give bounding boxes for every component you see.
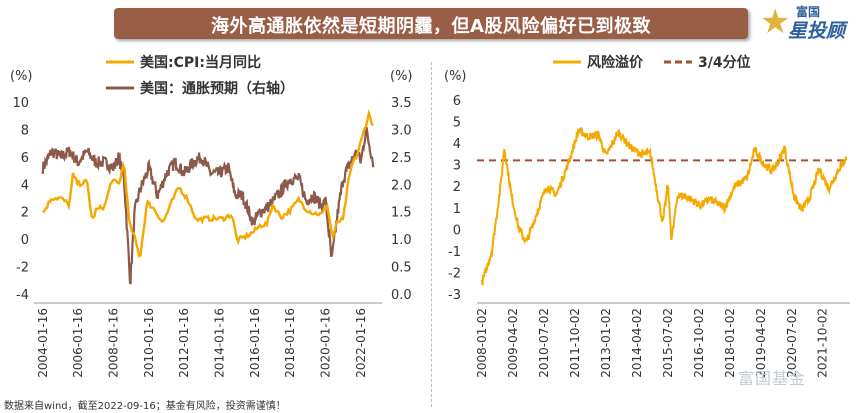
left-chart-xtick: 2020-01-16 <box>318 308 332 378</box>
chart-divider <box>431 62 432 407</box>
right-chart-ytick: -3 <box>448 288 461 303</box>
left-chart-series-inflation-expectation <box>41 127 375 285</box>
left-legend-expectation-label: 美国：通胀预期（右轴） <box>140 80 294 97</box>
right-chart-ytick: 4 <box>453 137 461 152</box>
star-icon: ★ <box>760 2 791 42</box>
right-chart-xtick: 2021-10-02 <box>816 308 830 378</box>
right-chart-xtick: 2010-07-02 <box>537 308 551 378</box>
watermark-text: 富国基金 <box>738 369 807 388</box>
right-chart-ytick: -2 <box>448 266 461 281</box>
right-chart-xtick: 2019-04-02 <box>754 308 768 378</box>
right-chart-xtick: 2016-10-02 <box>692 308 706 378</box>
right-chart-ytick: 1 <box>453 202 461 217</box>
left-chart-xtick: 2022-01-16 <box>354 308 368 378</box>
right-chart-xtick: 2018-01-02 <box>723 308 737 378</box>
left-chart-ytick-right: 0.5 <box>391 261 412 276</box>
left-chart-xtick: 2004-01-16 <box>36 308 50 378</box>
logo-top-text: 富国 <box>796 5 821 19</box>
right-chart-xtick: 2008-01-02 <box>475 308 489 378</box>
right-legend-quartile-label: 3/4分位 <box>698 54 751 71</box>
left-chart-ytick-right: 3.5 <box>391 96 412 111</box>
left-chart-ytick-left: -2 <box>16 261 29 276</box>
left-chart-ytick-right: 1.0 <box>391 233 412 248</box>
left-legend-cpi-label: 美国:CPI:当月同比 <box>140 54 261 71</box>
right-chart-ytick: 0 <box>453 223 461 238</box>
left-chart-ytick-left: -4 <box>16 288 29 303</box>
right-chart-xtick: 2009-04-02 <box>506 308 520 378</box>
right-chart-xtick: 2020-07-02 <box>785 308 799 378</box>
right-chart-ytick: 6 <box>453 94 461 109</box>
logo-main-text: 星投顾 <box>788 20 846 42</box>
left-chart-ytick-left: 8 <box>21 123 29 138</box>
right-chart-xtick: 2014-04-02 <box>630 308 644 378</box>
left-chart-xtick: 2016-01-16 <box>248 308 262 378</box>
left-chart-ytick-right: 0.0 <box>391 288 412 303</box>
left-chart-xtick: 2006-01-16 <box>71 308 85 378</box>
right-chart-ytick: 2 <box>453 180 461 195</box>
title-banner: 海外高通胀依然是短期阴霾，但A股风险偏好已到极致 <box>114 8 748 39</box>
left-chart-ytick-left: 2 <box>21 206 29 221</box>
right-legend-premium-label: 风险溢价 <box>587 54 644 71</box>
right-chart-unit: (%) <box>444 69 467 84</box>
left-chart-ytick-right: 2.0 <box>391 178 412 193</box>
right-chart-xtick: 2013-01-02 <box>599 308 613 378</box>
left-chart-xtick: 2010-01-16 <box>142 308 156 378</box>
left-chart-xtick: 2014-01-16 <box>212 308 226 378</box>
left-chart-xtick: 2018-01-16 <box>283 308 297 378</box>
right-chart-ytick: 5 <box>453 116 461 131</box>
left-chart-ytick-left: 6 <box>21 151 29 166</box>
right-chart-ytick: 3 <box>453 159 461 174</box>
right-chart-ytick: -1 <box>448 245 461 260</box>
left-chart-ytick-right: 3.0 <box>391 123 412 138</box>
left-chart-xtick: 2012-01-16 <box>177 308 191 378</box>
left-chart-left-unit: (%) <box>10 69 33 84</box>
left-chart-ytick-right: 2.5 <box>391 151 412 166</box>
left-chart-ytick-right: 1.5 <box>391 206 412 221</box>
left-chart-series-cpi <box>42 108 374 258</box>
right-chart-xtick: 2015-07-02 <box>661 308 675 378</box>
left-chart-xtick: 2008-01-16 <box>106 308 120 378</box>
left-chart-ytick-left: 4 <box>21 178 29 193</box>
brand-logo: ★ 富国 星投顾 <box>760 2 865 44</box>
page-title: 海外高通胀依然是短期阴霾，但A股风险偏好已到极致 <box>211 16 651 37</box>
left-chart-right-unit: (%) <box>390 69 413 84</box>
left-chart-ytick-left: 10 <box>12 96 29 111</box>
left-chart-ytick-left: 0 <box>21 233 29 248</box>
right-chart-xtick: 2011-10-02 <box>568 308 582 378</box>
right-chart-series-risk-premium <box>481 126 848 286</box>
footnote: 数据来自wind，截至2022-09-16；基金有风险，投资需谨慎！ <box>4 401 286 412</box>
